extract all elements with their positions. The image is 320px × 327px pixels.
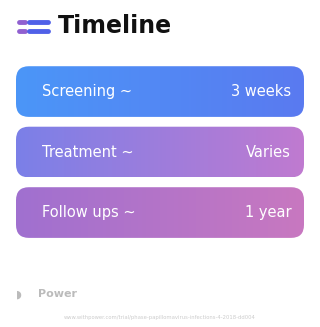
Text: Follow ups ~: Follow ups ~ xyxy=(42,205,135,220)
Text: 3 weeks: 3 weeks xyxy=(231,84,291,99)
Text: Power: Power xyxy=(38,289,77,299)
Text: Treatment ~: Treatment ~ xyxy=(42,145,133,160)
Text: Screening ~: Screening ~ xyxy=(42,84,132,99)
Text: 1 year: 1 year xyxy=(244,205,291,220)
Text: ◗: ◗ xyxy=(16,289,22,299)
Text: www.withpower.com/trial/phase-papillomavirus-infections-4-2018-dd004: www.withpower.com/trial/phase-papillomav… xyxy=(64,315,256,320)
Text: Timeline: Timeline xyxy=(58,14,172,39)
Text: Varies: Varies xyxy=(246,145,291,160)
